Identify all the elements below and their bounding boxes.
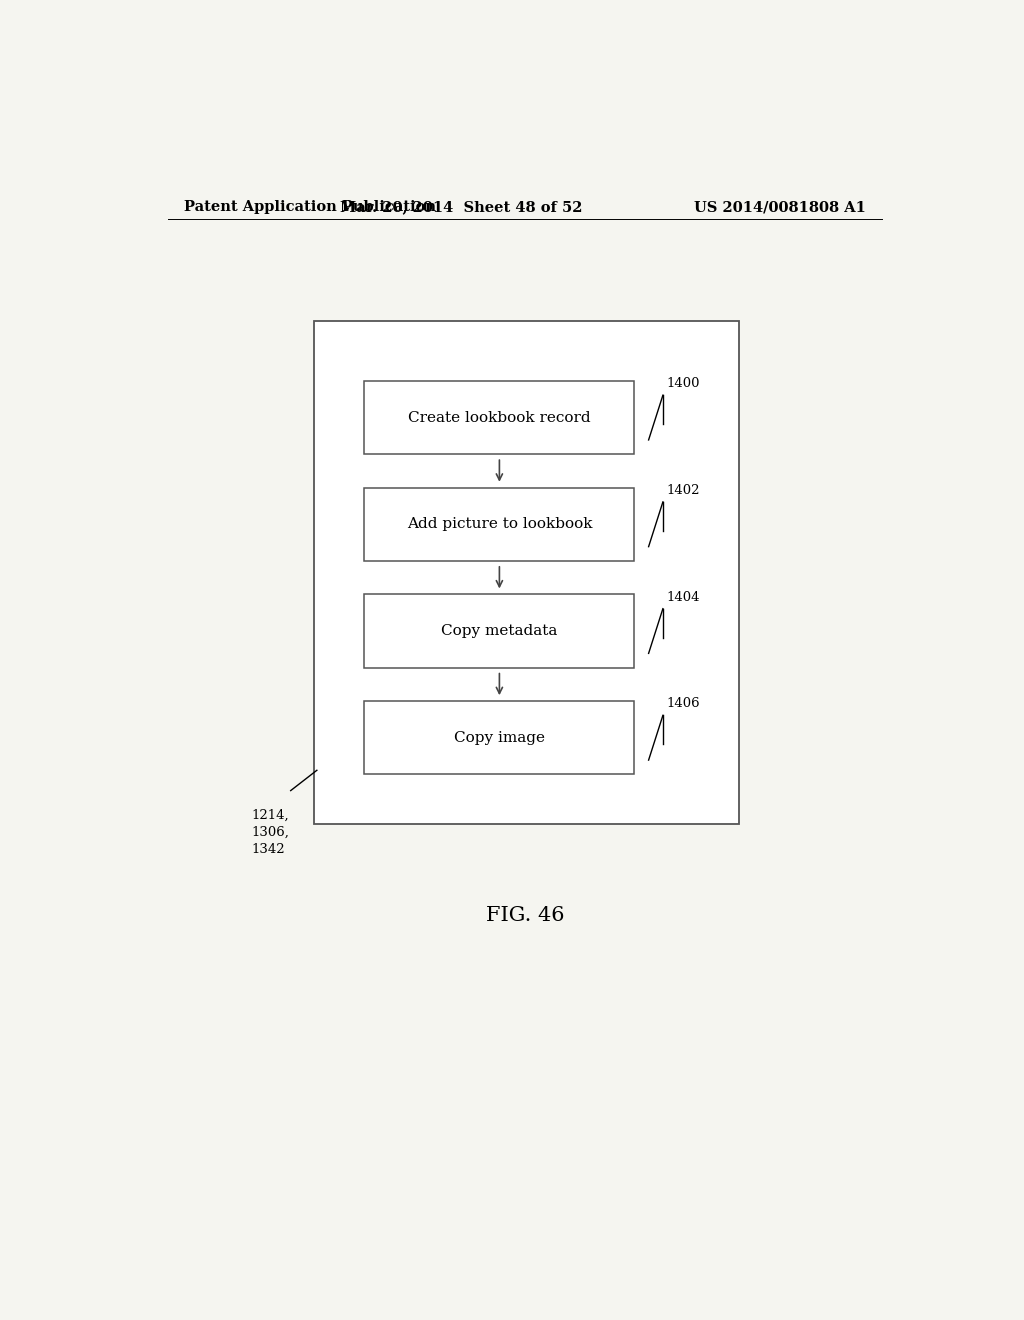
Text: FIG. 46: FIG. 46 [485, 906, 564, 925]
Text: 1406: 1406 [667, 697, 700, 710]
Text: 1214,
1306,
1342: 1214, 1306, 1342 [251, 809, 289, 855]
Text: Mar. 20, 2014  Sheet 48 of 52: Mar. 20, 2014 Sheet 48 of 52 [340, 201, 583, 214]
Bar [365, 594, 634, 668]
Text: US 2014/0081808 A1: US 2014/0081808 A1 [694, 201, 866, 214]
Text: 1400: 1400 [667, 378, 700, 391]
Text: Copy metadata: Copy metadata [441, 624, 558, 638]
Bar [365, 701, 634, 775]
Text: Add picture to lookbook: Add picture to lookbook [407, 517, 592, 532]
Text: 1402: 1402 [667, 484, 700, 496]
Bar [365, 487, 634, 561]
Text: 1404: 1404 [667, 590, 700, 603]
Text: Copy image: Copy image [454, 731, 545, 744]
Bar [365, 381, 634, 454]
Text: Create lookbook record: Create lookbook record [409, 411, 591, 425]
Text: Patent Application Publication: Patent Application Publication [183, 201, 435, 214]
Bar [314, 321, 739, 824]
